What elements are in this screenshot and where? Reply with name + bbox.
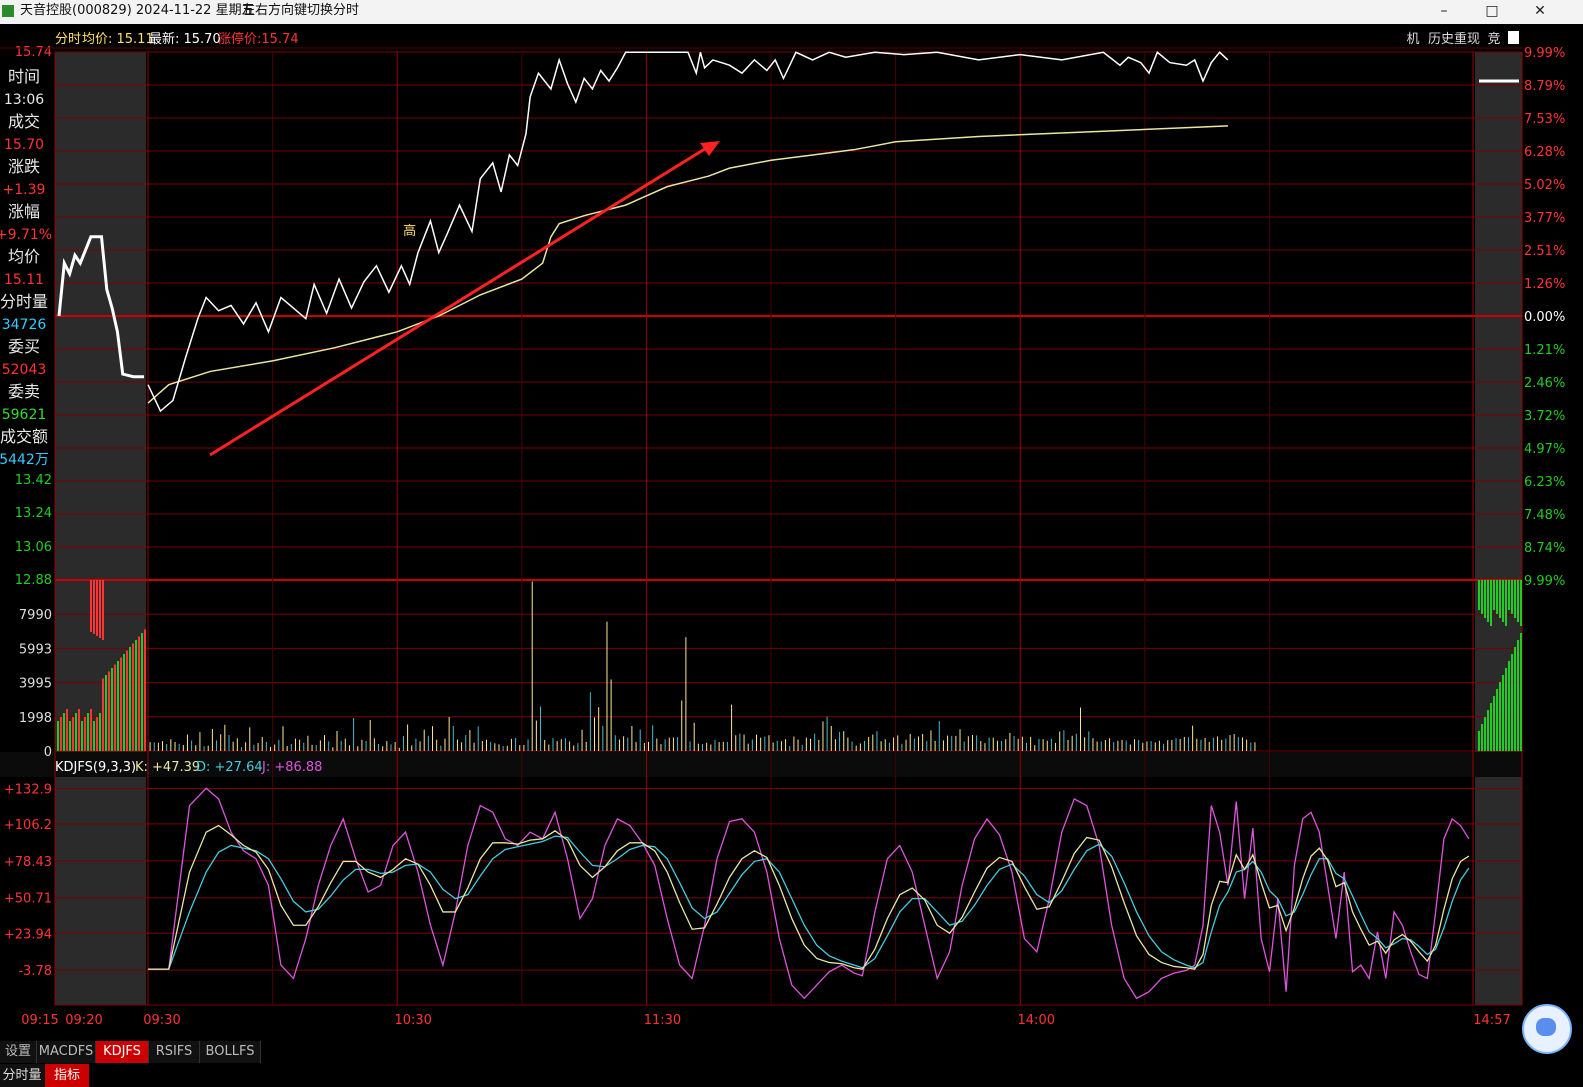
right-axis-tick: 1.26%: [1524, 277, 1565, 292]
info-value: 13:06: [4, 92, 44, 108]
right-axis-tick: 6.23%: [1524, 475, 1565, 490]
info-label: 时间: [8, 67, 40, 86]
info-value: 59621: [2, 407, 47, 423]
kdj-k-line: [148, 824, 1470, 970]
time-axis-tick: 11:30: [644, 1013, 681, 1028]
pre-market-shade: [55, 52, 146, 1005]
right-axis-tick: 7.53%: [1524, 112, 1565, 127]
tab-bollfs[interactable]: BOLLFS: [200, 1041, 261, 1063]
time-axis-tick: 14:00: [1018, 1013, 1055, 1028]
tab-macdfs[interactable]: MACDFS: [37, 1041, 96, 1063]
toolbar-button[interactable]: 机: [1406, 32, 1419, 47]
right-axis-tick: 1.21%: [1524, 343, 1565, 358]
header-limit-price: 涨停价:15.74: [218, 31, 299, 47]
avg-price-line: [147, 125, 1228, 404]
time-axis-tick: 10:30: [394, 1013, 431, 1028]
info-label: 涨跌: [8, 157, 40, 176]
info-label: 成交: [8, 112, 40, 131]
info-label: 委买: [8, 337, 40, 356]
pre-auction-line: [57, 235, 144, 379]
tab-volume[interactable]: 分时量: [0, 1064, 44, 1087]
info-value: 15.70: [4, 137, 44, 153]
tab-indicator[interactable]: 指标: [45, 1064, 89, 1087]
kdj-axis-tick: +106.2: [4, 818, 52, 833]
kdj-axis-tick: -3.78: [18, 964, 52, 979]
tab-settings[interactable]: 设置: [0, 1041, 37, 1063]
right-axis-tick: 8.74%: [1524, 541, 1565, 556]
tab-kdjfs[interactable]: KDJFS: [96, 1041, 149, 1063]
right-axis-tick: 2.51%: [1524, 244, 1565, 259]
header-avg-price: 均价: 15.11: [82, 32, 154, 47]
window-hint: 左右方向键切换分时: [242, 3, 360, 18]
right-axis-tick: 5.02%: [1524, 178, 1565, 193]
info-value: 15.11: [4, 272, 44, 288]
volume-axis-tick: 0: [44, 745, 52, 760]
price-line: [147, 51, 1229, 413]
kdj-d-value: D: +27.64: [196, 760, 263, 775]
info-value: 5442万: [0, 452, 49, 468]
restore-button[interactable]: □: [1485, 3, 1499, 19]
time-axis-tick: 14:57: [1473, 1013, 1510, 1028]
right-axis-tick: 0.00%: [1524, 310, 1565, 325]
high-annotation: 高: [403, 223, 416, 239]
left-axis-tick: 13.42: [15, 473, 52, 488]
close-button[interactable]: ✕: [1534, 3, 1546, 19]
assistant-icon[interactable]: [1522, 1004, 1572, 1054]
volume-axis-tick: 1998: [19, 711, 52, 726]
kdj-axis-tick: +78.43: [4, 855, 52, 870]
volume-axis-tick: 5993: [19, 642, 52, 657]
time-axis-tick: 09:30: [143, 1013, 180, 1028]
kdj-axis-tick: +50.71: [4, 892, 52, 907]
right-axis-tick: 4.97%: [1524, 442, 1565, 457]
time-axis-tick: 09:15: [21, 1013, 58, 1028]
kdj-axis-tick: +23.94: [4, 927, 52, 942]
header-last-price: 最新: 15.70: [149, 31, 221, 47]
info-label: 涨幅: [8, 202, 40, 221]
kdj-header-band: [0, 752, 1522, 777]
right-axis-tick: 6.28%: [1524, 145, 1565, 160]
kdj-axis-tick: +132.9: [4, 782, 52, 797]
right-axis-tick: 7.48%: [1524, 508, 1565, 523]
info-label: 均价: [8, 247, 40, 266]
left-axis-tick: 13.06: [15, 540, 52, 555]
exit-icon[interactable]: [1508, 31, 1519, 44]
volume-axis-tick: 7990: [19, 608, 52, 623]
app-icon: [2, 5, 14, 17]
left-axis-tick: 12.88: [15, 573, 52, 588]
tab-rsifs[interactable]: RSIFS: [149, 1041, 200, 1063]
left-axis-tick: 15.74: [15, 45, 52, 60]
right-axis-tick: 3.72%: [1524, 409, 1565, 424]
right-axis-tick: 8.79%: [1524, 79, 1565, 94]
after-close-shade: [1475, 52, 1522, 1005]
info-label: 成交额: [0, 427, 48, 446]
kdj-name: KDJFS(9,3,3): [55, 760, 136, 775]
right-axis-tick: 2.46%: [1524, 376, 1565, 391]
toolbar-button[interactable]: 历史重现: [1428, 31, 1480, 47]
info-label: 分时量: [0, 292, 48, 311]
window-title: 天音控股(000829) 2024-11-22 星期五: [20, 3, 255, 18]
chart-header-label: 分时: [55, 32, 81, 47]
info-label: 委卖: [8, 382, 40, 401]
window-titlebar: 天音控股(000829) 2024-11-22 星期五 左右方向键切换分时 – …: [0, 0, 1583, 24]
info-value: +9.71%: [0, 227, 52, 243]
info-value: 52043: [2, 362, 47, 378]
kdj-k-value: K: +47.39: [135, 760, 200, 775]
kdj-d-line: [148, 835, 1470, 970]
left-axis-tick: 13.24: [15, 506, 52, 521]
volume-axis-tick: 3995: [19, 677, 52, 692]
kdj-j-value: J: +86.88: [261, 760, 322, 775]
right-axis-tick: 3.77%: [1524, 211, 1565, 226]
info-value: +1.39: [3, 182, 46, 198]
intraday-chart[interactable]: 9.99% 8.79% 7.53% 6.28% 5.02% 3.77% 2.51% 1.26%…: [0, 24, 1583, 1040]
trend-arrow-head: [700, 141, 720, 156]
time-axis-tick: 09:20: [65, 1013, 102, 1028]
info-value: 34726: [2, 317, 47, 333]
trend-arrow-line: [209, 145, 709, 457]
kdj-j-line: [148, 787, 1470, 1000]
minimize-button[interactable]: –: [1440, 3, 1448, 19]
toolbar-button[interactable]: 竞: [1487, 31, 1500, 47]
right-axis-tick: 9.99%: [1524, 46, 1565, 61]
right-axis-tick: 9.99%: [1524, 574, 1565, 589]
